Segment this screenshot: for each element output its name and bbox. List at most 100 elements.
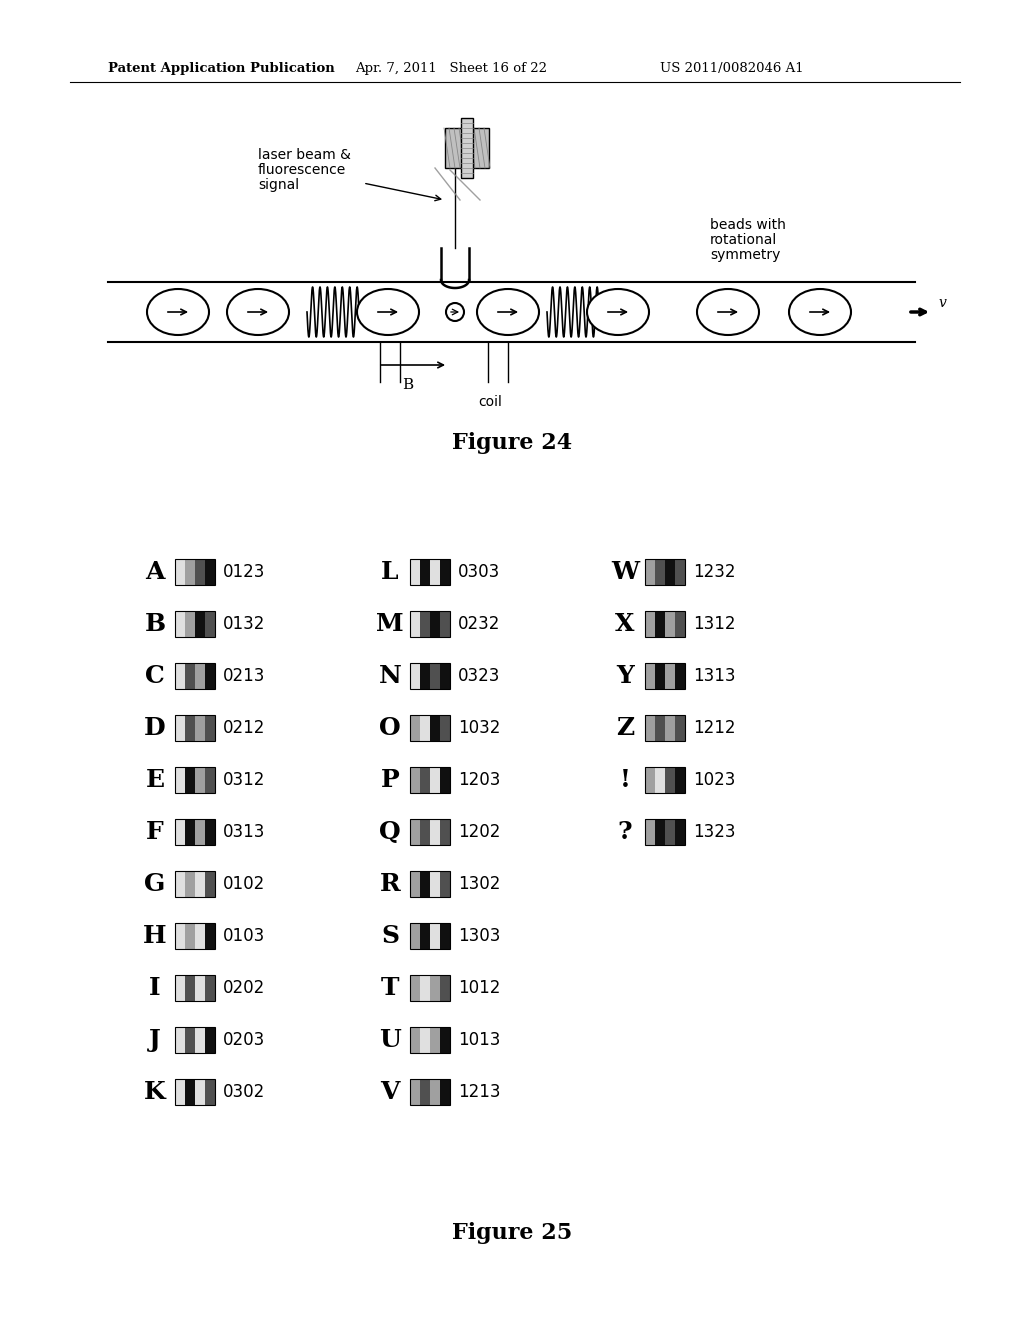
Bar: [420, 975, 430, 1001]
Text: 1323: 1323: [693, 822, 735, 841]
Bar: [175, 923, 185, 949]
Text: 0103: 0103: [223, 927, 265, 945]
Bar: [645, 611, 685, 638]
Bar: [420, 663, 430, 689]
Bar: [195, 871, 205, 898]
Bar: [665, 663, 675, 689]
Bar: [175, 663, 215, 689]
Text: L: L: [381, 560, 398, 583]
Text: Y: Y: [616, 664, 634, 688]
Bar: [675, 818, 685, 845]
Bar: [410, 1027, 450, 1053]
Text: 0323: 0323: [458, 667, 501, 685]
Bar: [175, 871, 215, 898]
Bar: [185, 663, 195, 689]
Bar: [205, 871, 215, 898]
Bar: [430, 1078, 440, 1105]
Bar: [440, 818, 450, 845]
Text: US 2011/0082046 A1: US 2011/0082046 A1: [660, 62, 804, 75]
Bar: [175, 611, 185, 638]
Bar: [665, 715, 675, 741]
Text: U: U: [379, 1028, 400, 1052]
Bar: [205, 975, 215, 1001]
Bar: [430, 715, 440, 741]
Text: 0202: 0202: [223, 979, 265, 997]
Text: 1232: 1232: [693, 564, 735, 581]
Bar: [410, 871, 420, 898]
Text: N: N: [379, 664, 401, 688]
Bar: [410, 663, 420, 689]
Bar: [440, 558, 450, 585]
Bar: [410, 558, 450, 585]
Bar: [645, 611, 655, 638]
Bar: [410, 767, 420, 793]
Bar: [175, 715, 215, 741]
Text: 1032: 1032: [458, 719, 501, 737]
Bar: [445, 128, 489, 168]
Bar: [430, 818, 440, 845]
Bar: [410, 923, 450, 949]
Bar: [675, 611, 685, 638]
Text: rotational: rotational: [710, 234, 777, 247]
Text: 0203: 0203: [223, 1031, 265, 1049]
Bar: [645, 663, 685, 689]
Bar: [185, 767, 195, 793]
Text: Z: Z: [616, 715, 634, 741]
Text: 0212: 0212: [223, 719, 265, 737]
Bar: [175, 818, 185, 845]
Bar: [420, 767, 430, 793]
Bar: [420, 1078, 430, 1105]
Bar: [175, 975, 215, 1001]
Bar: [185, 558, 195, 585]
Bar: [675, 558, 685, 585]
Text: ?: ?: [617, 820, 632, 843]
Bar: [175, 871, 185, 898]
Text: 1302: 1302: [458, 875, 501, 894]
Bar: [665, 558, 675, 585]
Bar: [430, 975, 440, 1001]
Text: M: M: [376, 612, 403, 636]
Text: R: R: [380, 873, 400, 896]
Text: 1303: 1303: [458, 927, 501, 945]
Bar: [175, 1027, 215, 1053]
Text: symmetry: symmetry: [710, 248, 780, 261]
Bar: [440, 923, 450, 949]
Bar: [175, 975, 185, 1001]
Circle shape: [446, 304, 464, 321]
Text: X: X: [615, 612, 635, 636]
Text: 1203: 1203: [458, 771, 501, 789]
Text: G: G: [144, 873, 166, 896]
Bar: [645, 715, 655, 741]
Bar: [655, 611, 665, 638]
Text: F: F: [146, 820, 164, 843]
Bar: [430, 611, 440, 638]
Text: C: C: [145, 664, 165, 688]
Ellipse shape: [587, 289, 649, 335]
Text: !: !: [620, 768, 631, 792]
Bar: [665, 611, 675, 638]
Bar: [205, 1078, 215, 1105]
Bar: [655, 663, 665, 689]
Bar: [440, 871, 450, 898]
Text: K: K: [144, 1080, 166, 1104]
Text: 1312: 1312: [693, 615, 735, 634]
Bar: [195, 663, 205, 689]
Bar: [430, 923, 440, 949]
Bar: [195, 818, 205, 845]
Bar: [420, 818, 430, 845]
Text: 0302: 0302: [223, 1082, 265, 1101]
Bar: [645, 818, 685, 845]
Text: Figure 24: Figure 24: [452, 432, 572, 454]
Bar: [195, 975, 205, 1001]
Bar: [410, 715, 450, 741]
Text: v: v: [938, 296, 946, 310]
Bar: [410, 871, 450, 898]
Bar: [665, 767, 675, 793]
Bar: [440, 1078, 450, 1105]
Bar: [410, 663, 450, 689]
Bar: [185, 975, 195, 1001]
Bar: [675, 767, 685, 793]
Text: J: J: [150, 1028, 161, 1052]
Bar: [410, 767, 450, 793]
Bar: [410, 975, 450, 1001]
